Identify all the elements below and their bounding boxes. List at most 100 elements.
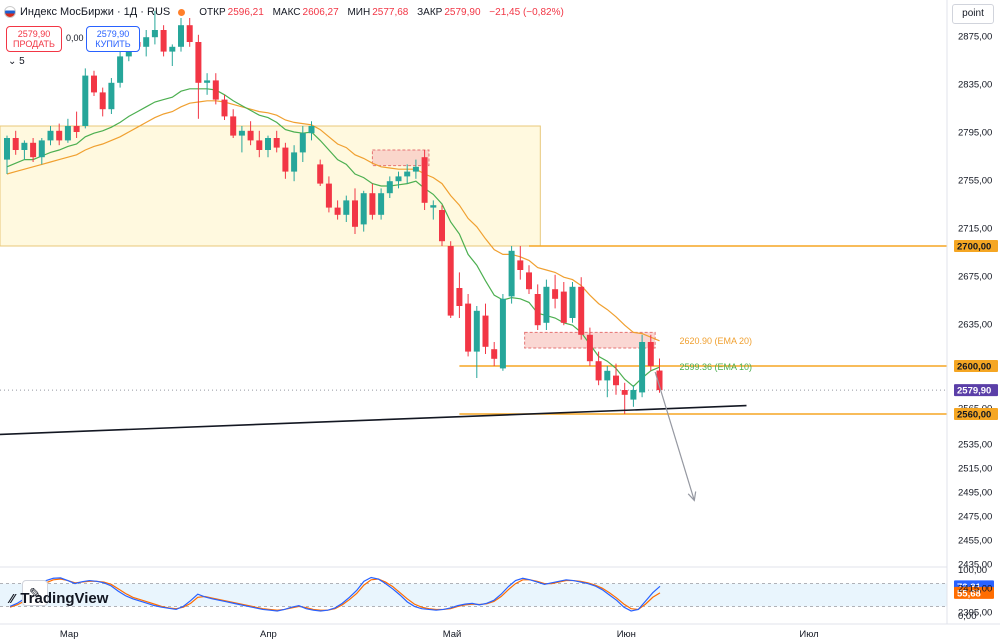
candle-body bbox=[4, 138, 10, 160]
trendline bbox=[0, 404, 747, 436]
candle-body bbox=[178, 25, 184, 47]
candle-body bbox=[21, 142, 28, 150]
price-tick-label: 2835,00 bbox=[958, 80, 992, 91]
indicators-count: 5 bbox=[19, 56, 25, 67]
level-2600-tag: 2600,00 bbox=[957, 362, 991, 373]
candle-body bbox=[186, 25, 193, 42]
stochastic-pane: 100,0050,000,0072,8155,68 bbox=[0, 565, 994, 622]
price-tick-label: 2715,00 bbox=[958, 224, 992, 235]
forecast-arrow-head bbox=[687, 491, 697, 502]
candle-body bbox=[360, 193, 367, 225]
candle-body bbox=[534, 294, 541, 326]
candle-body bbox=[395, 176, 402, 182]
price-tick-label: 2495,00 bbox=[958, 488, 992, 499]
candle-body bbox=[230, 116, 237, 136]
price-tick-label: 2395,00 bbox=[958, 608, 992, 619]
ema10-line bbox=[6, 88, 660, 388]
russia-flag-icon bbox=[4, 6, 16, 18]
tradingview-mark-icon: ⁄⁄ bbox=[10, 591, 15, 606]
stoch-tick-label: 100,00 bbox=[958, 565, 987, 576]
candle-body bbox=[473, 310, 480, 352]
high-value: 2606,27 bbox=[302, 6, 339, 18]
candle-body bbox=[273, 138, 280, 148]
buy-label: КУПИТЬ bbox=[95, 39, 131, 49]
candle-body bbox=[265, 138, 271, 150]
candle-body bbox=[621, 390, 628, 395]
candle-body bbox=[421, 157, 428, 203]
chevron-down-icon: ⌄ bbox=[8, 56, 17, 67]
stoch-tick-label: 0,00 bbox=[958, 611, 977, 622]
scale-unit-button[interactable]: point bbox=[952, 4, 994, 24]
brand-name: TradingView bbox=[20, 590, 109, 607]
candle-body bbox=[456, 288, 463, 306]
price-tick-label: 2435,00 bbox=[958, 560, 992, 571]
candle-body bbox=[99, 92, 106, 110]
time-tick-label: Май bbox=[443, 629, 462, 640]
candle-body bbox=[386, 181, 393, 194]
candle-body bbox=[160, 30, 167, 52]
buy-button[interactable]: 2579,90 КУПИТЬ bbox=[86, 26, 140, 52]
tradingview-logo: ⁄⁄ TradingView bbox=[10, 590, 108, 607]
candle-body bbox=[143, 37, 150, 47]
stoch-d-tag: 55,68 bbox=[957, 588, 981, 599]
time-tick-label: Апр bbox=[260, 629, 277, 640]
price-tick-label: 2455,00 bbox=[958, 536, 992, 547]
close-value: 2579,90 bbox=[444, 6, 481, 18]
chart-header: Индекс МосБиржи · 1Д · RUS ОТКР 2596,21 М… bbox=[4, 6, 570, 18]
time-axis: Мар Апр Май Июн Июл bbox=[0, 623, 1000, 640]
low-label: МИН bbox=[347, 6, 371, 18]
sell-button[interactable]: 2579,90 ПРОДАТЬ bbox=[6, 26, 62, 52]
indicators-toggle[interactable]: ⌄ 5 bbox=[8, 56, 25, 67]
ema20-line bbox=[6, 100, 660, 342]
candle-body bbox=[282, 147, 289, 172]
level-2560-tag-bg bbox=[954, 408, 998, 420]
candle-body bbox=[247, 130, 254, 141]
candle-body bbox=[404, 171, 411, 177]
price-tick-label: 2755,00 bbox=[958, 176, 992, 187]
candle-body bbox=[639, 342, 646, 393]
price-tick-label: 2475,00 bbox=[958, 512, 992, 523]
change-value: −21,45 (−0,82%) bbox=[489, 6, 564, 18]
candle-body bbox=[526, 272, 532, 290]
candle-body bbox=[82, 75, 89, 126]
drawings-layer: 2620.90 (EMA 20) 2599.36 (EMA 10) bbox=[0, 336, 753, 502]
level-2700-tag-bg bbox=[954, 240, 998, 252]
symbol-title[interactable]: Индекс МосБиржи · 1Д · RUS bbox=[20, 6, 171, 18]
price-tick-label: 2675,00 bbox=[958, 272, 992, 283]
last-price-tag-bg bbox=[954, 384, 998, 397]
candle-body bbox=[38, 140, 45, 158]
candle-body bbox=[91, 75, 97, 93]
candle-body bbox=[656, 370, 663, 391]
candle-body bbox=[578, 286, 585, 335]
spread-value: 0,00 bbox=[66, 33, 84, 43]
high-label: МАКС bbox=[272, 6, 301, 18]
candle-body bbox=[221, 99, 228, 117]
pencil-icon[interactable]: ✎ bbox=[22, 580, 48, 606]
low-value: 2577,68 bbox=[372, 6, 409, 18]
candle-body bbox=[465, 303, 472, 352]
candle-body bbox=[499, 298, 506, 369]
candle-body bbox=[73, 126, 80, 132]
candle-body bbox=[491, 349, 498, 359]
price-tick-label: 2535,00 bbox=[958, 440, 992, 451]
level-2560-tag: 2560,00 bbox=[957, 410, 991, 421]
candle-body bbox=[64, 126, 71, 141]
candle-body bbox=[630, 390, 637, 400]
ema20-label: 2620.90 (EMA 20) bbox=[680, 336, 753, 346]
candle-body bbox=[299, 133, 306, 153]
candle-body bbox=[517, 260, 524, 270]
candle-body bbox=[308, 126, 315, 134]
candle-body bbox=[552, 289, 559, 299]
ema-layer bbox=[6, 88, 660, 388]
market-status-dot-icon bbox=[178, 8, 186, 16]
open-value: 2596,21 bbox=[227, 6, 264, 18]
buy-price: 2579,90 bbox=[96, 29, 130, 39]
price-tick-label: 2635,00 bbox=[958, 320, 992, 331]
candle-body bbox=[569, 286, 576, 318]
candle-body bbox=[12, 138, 19, 150]
level-2700-tag: 2700,00 bbox=[957, 242, 991, 253]
time-tick-label: Июн bbox=[617, 629, 636, 640]
candle-body bbox=[212, 80, 219, 100]
candle-body bbox=[291, 152, 298, 172]
